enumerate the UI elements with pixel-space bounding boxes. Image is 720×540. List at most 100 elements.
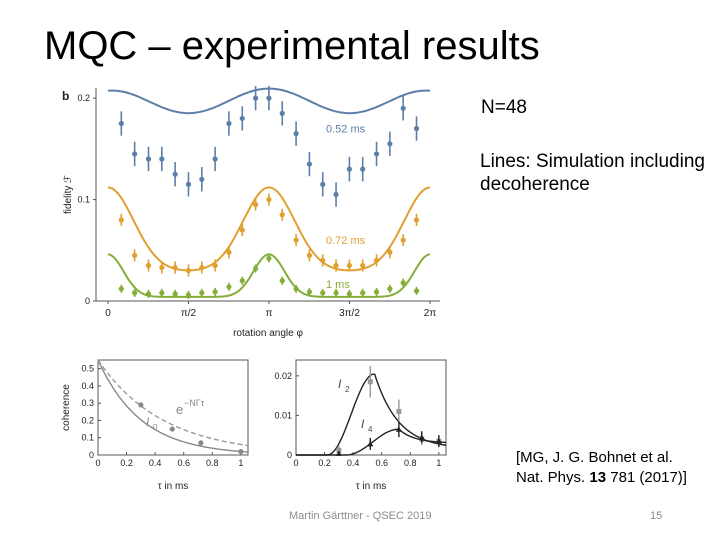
- series-green-point: [212, 289, 218, 295]
- series-orange-point: [118, 217, 124, 223]
- label-I0-subscript: 0: [153, 423, 158, 432]
- panel-c1-y-tick-label: 0.5: [81, 364, 94, 374]
- series-blue-point: [279, 110, 285, 116]
- reference-volume: 13: [589, 469, 607, 486]
- series-blue-point: [118, 120, 124, 127]
- series-orange-point: [159, 264, 165, 271]
- series-orange-point: [145, 262, 152, 269]
- panel-c1-y-tick-label: 0.1: [81, 433, 94, 443]
- series-blue-point: [400, 105, 406, 111]
- series-orange-point: [266, 196, 272, 203]
- panel-c1-y-tick-label: 0.2: [81, 415, 94, 425]
- point-I4: [435, 438, 442, 444]
- series-green-point: [387, 286, 393, 292]
- series-blue-point: [333, 191, 339, 198]
- panel-c2-x-tick-label: 1: [436, 458, 441, 468]
- series-green-point: [320, 290, 326, 296]
- series-orange-point: [212, 262, 218, 269]
- coherence-simulation-line: [97, 359, 249, 453]
- series-orange-point: [239, 227, 245, 233]
- panel-c2-y-tick-label: 0.01: [274, 410, 292, 420]
- series-blue-point: [172, 171, 178, 177]
- coherence-point: [138, 402, 144, 408]
- panel-c1-y-tick-label: 0.4: [81, 381, 94, 391]
- panel-c2-x-tick-label: 0: [293, 458, 298, 468]
- panel-c2-x-tick-label: 0.2: [318, 458, 331, 468]
- series-green-point: [400, 280, 406, 286]
- panel-b-y-label: fidelity ℱ: [63, 175, 74, 214]
- point-I2: [396, 408, 402, 414]
- panel-c1-frame: [97, 359, 249, 456]
- coherence-point: [169, 426, 175, 432]
- reference-journal: Nat. Phys.: [516, 469, 586, 486]
- series-blue-point: [387, 141, 393, 147]
- series-green-point: [279, 278, 285, 284]
- series-blue-point: [346, 166, 352, 172]
- panel-b-x-tick-label: π/2: [181, 308, 197, 319]
- panel-b-y-tick-label: 0.1: [77, 195, 90, 205]
- series-orange-point: [132, 252, 138, 258]
- panel-c2-x-tick-label: 0.8: [404, 458, 417, 468]
- series-orange-point: [346, 262, 352, 269]
- series-blue-point: [185, 181, 192, 187]
- reference-citation: [MG, J. G. Bohnet et al. Nat. Phys. 13 7…: [516, 448, 687, 488]
- point-I4: [395, 426, 402, 432]
- panel-b-x-tick-label: π: [266, 308, 273, 319]
- panel-c1-y-tick-label: 0.3: [81, 398, 94, 408]
- panel-c2-y-tick-label: 0: [287, 450, 292, 460]
- series-green-point: [199, 290, 205, 296]
- label-decay-exponent: −NΓτ: [184, 398, 205, 408]
- label-I4-subscript: 4: [368, 425, 373, 434]
- series-green-point: [185, 292, 192, 298]
- series-green-point: [360, 290, 366, 296]
- panel-c2-frame: [295, 359, 447, 456]
- series-blue-point: [373, 151, 380, 157]
- panel-b-label: b: [62, 89, 69, 103]
- label-I2-subscript: 2: [345, 385, 350, 394]
- series-blue-point: [413, 125, 420, 132]
- series-blue-point: [132, 151, 138, 157]
- coherence-point: [198, 440, 204, 446]
- panel-c2-x-tick-label: 0.4: [347, 458, 360, 468]
- series-orange-point: [185, 267, 192, 274]
- panel-b-y-tick-label: 0: [85, 296, 90, 306]
- label-I2: I: [338, 377, 342, 391]
- series-orange-point: [279, 212, 285, 218]
- page-number: 15: [650, 510, 663, 522]
- panel-c2-x-label: τ in ms: [356, 481, 387, 492]
- series-green-point: [118, 286, 124, 292]
- series-green-point: [226, 284, 232, 290]
- series-orange-point: [400, 237, 406, 243]
- series-orange-point: [320, 257, 326, 264]
- coherence-point: [238, 448, 244, 455]
- series-orange-point: [306, 252, 313, 258]
- decay-dashed-line: [97, 359, 249, 447]
- point-I4: [367, 440, 374, 447]
- series-green-legend-label: 1 ms: [326, 279, 350, 291]
- series-green-point: [252, 265, 259, 272]
- series-orange-point: [360, 262, 366, 269]
- panel-c1-x-tick-label: 0.2: [120, 458, 133, 468]
- series-orange-point: [373, 257, 380, 264]
- point-I2: [367, 379, 373, 385]
- series-blue-point: [199, 176, 205, 182]
- series-green-point: [159, 290, 165, 296]
- series-green-point: [266, 255, 272, 261]
- series-blue-point: [320, 181, 326, 187]
- slide-title: MQC – experimental results: [44, 24, 540, 68]
- series-green-point: [373, 289, 380, 295]
- series-green-point: [145, 291, 152, 297]
- series-orange-point: [293, 237, 299, 243]
- reference-prefix: [MG, J. G. Bohnet et al.: [516, 449, 673, 466]
- panel-c1-x-tick-label: 0: [95, 458, 100, 468]
- series-blue-point: [159, 156, 165, 162]
- series-green-point: [333, 290, 339, 296]
- series-blue-point: [293, 131, 299, 137]
- series-green-point: [293, 286, 299, 292]
- series-orange-point: [226, 249, 232, 255]
- panel-b-x-label: rotation angle φ: [233, 328, 303, 339]
- panel-c1-x-tick-label: 1: [238, 458, 243, 468]
- panel-b-x-tick-label: 2π: [424, 308, 437, 319]
- panel-c1-y-label: coherence: [61, 384, 72, 431]
